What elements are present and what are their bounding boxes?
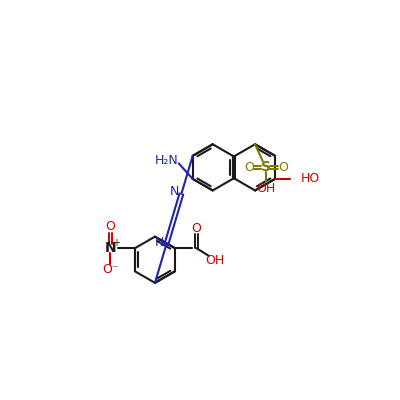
Text: H₂N: H₂N [155,154,178,167]
Text: +: + [112,238,120,248]
Text: N: N [104,241,116,255]
Text: O: O [278,161,288,174]
Text: N: N [155,236,164,249]
Text: HO: HO [301,172,320,185]
Text: N: N [170,186,180,198]
Text: S: S [261,160,271,174]
Text: O: O [244,161,254,174]
Text: OH: OH [205,254,225,267]
Text: O: O [105,220,115,233]
Text: O⁻: O⁻ [102,263,118,276]
Text: OH: OH [256,182,276,195]
Text: O: O [192,222,202,235]
